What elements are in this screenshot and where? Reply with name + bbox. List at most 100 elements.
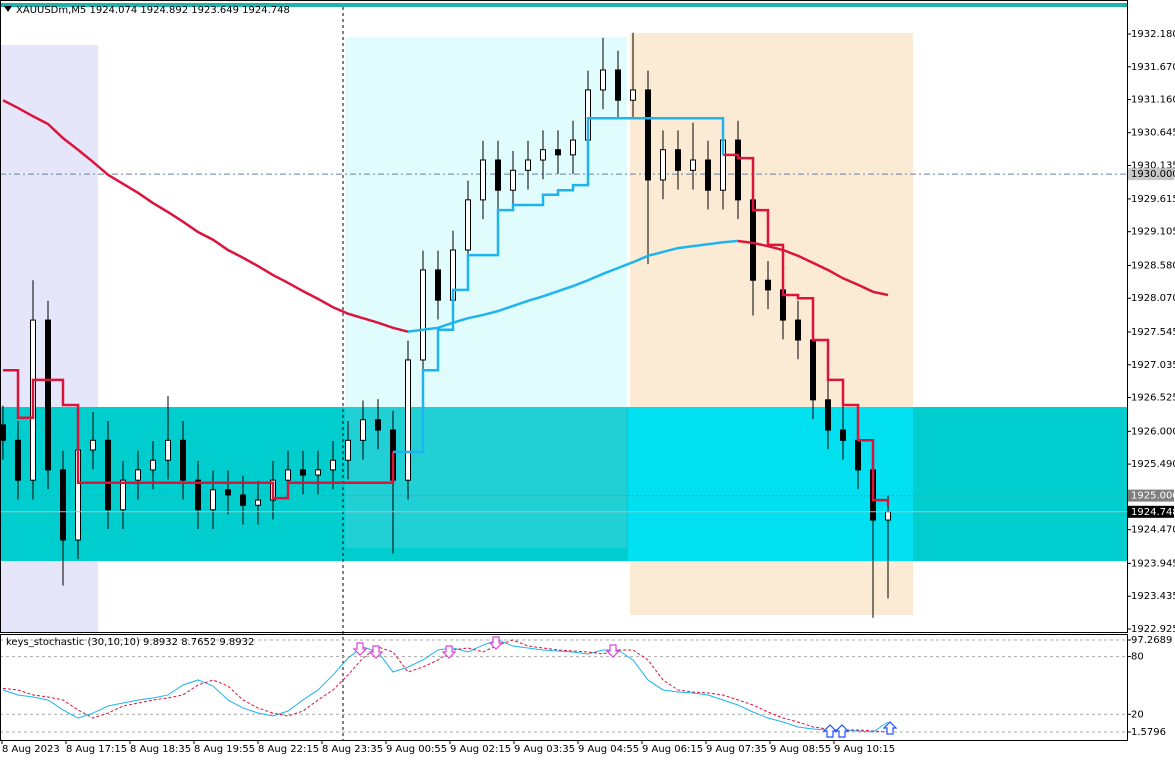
x-tick-label: 8 Aug 17:15 <box>66 744 127 755</box>
candle-body <box>315 469 321 476</box>
sub-frame <box>0 634 1128 741</box>
candle-body <box>255 499 261 506</box>
y-tick-label: 1923.945 <box>1131 558 1175 569</box>
price-tag <box>1128 168 1174 181</box>
x-tick-label: 9 Aug 00:55 <box>386 744 447 755</box>
moving-average <box>2 99 889 333</box>
x-tick-label: 9 Aug 06:15 <box>642 744 703 755</box>
price-tag <box>1128 489 1174 502</box>
candle-body <box>120 479 126 511</box>
zones <box>0 33 1127 632</box>
indicator-header: keys_stochastic (30,10,10) 9.8932 8.7652… <box>6 637 254 648</box>
x-tick-label: 8 Aug 18:35 <box>130 744 191 755</box>
candle-body <box>435 269 441 301</box>
candle-body <box>105 439 111 511</box>
candle-body <box>690 159 696 171</box>
y-tick-label: 1930.645 <box>1131 128 1175 139</box>
x-tick-label: 9 Aug 10:15 <box>834 744 895 755</box>
y-tick-label: 1928.070 <box>1131 293 1175 304</box>
candle-body <box>285 469 291 481</box>
collapse-icon[interactable] <box>4 6 12 12</box>
candle-body <box>600 69 606 91</box>
candle-body <box>495 159 501 191</box>
y-tick-label: 1.5796 <box>1131 727 1166 738</box>
main-panel: 1932.180 1931.670 1931.160 1930.645 1930.135… <box>0 29 1175 755</box>
candle-body <box>750 199 756 281</box>
x-tick-label: 9 Aug 02:15 <box>450 744 511 755</box>
candle-body <box>735 139 741 201</box>
candle-body <box>855 439 861 471</box>
y-tick-label: 1926.525 <box>1131 393 1175 404</box>
y-tick-label: 1927.545 <box>1131 327 1175 338</box>
candle-body <box>405 359 411 481</box>
candle-body <box>195 479 201 511</box>
candle-body <box>705 159 711 191</box>
candle-body <box>885 511 891 521</box>
candle-body <box>810 339 816 401</box>
price-tag-label: 1930.000 <box>1131 169 1175 180</box>
candle-body <box>480 159 486 201</box>
y-tick-label: 1923.435 <box>1131 591 1175 602</box>
candle-body <box>675 149 681 171</box>
x-tick-label: 9 Aug 08:55 <box>770 744 831 755</box>
candle-body <box>300 469 306 476</box>
candle-body <box>570 139 576 156</box>
candle-body <box>645 89 651 181</box>
candle-body <box>660 149 666 181</box>
x-tick-label: 9 Aug 04:55 <box>578 744 639 755</box>
candle-body <box>795 319 801 341</box>
candle-body <box>420 269 426 361</box>
chart-header: XAUUSDm,M5 1924.074 1924.892 1923.649 19… <box>16 5 290 16</box>
trailing-line <box>3 153 890 506</box>
price-tag-label: 1925.000 <box>1131 491 1175 502</box>
y-tick-label: 1931.670 <box>1131 62 1175 73</box>
top-bar <box>0 3 1127 7</box>
trailing-line <box>393 116 725 454</box>
x-tick-label: 9 Aug 03:35 <box>514 744 575 755</box>
y-tick-label: 1924.470 <box>1131 525 1175 536</box>
x-tick-label: 8 Aug 2023 <box>2 744 60 755</box>
candle-body <box>90 439 96 451</box>
candle-body <box>840 429 846 441</box>
x-tick-label: 8 Aug 23:35 <box>322 744 383 755</box>
y-tick-label: 1930.135 <box>1131 160 1175 171</box>
candle-body <box>210 489 216 511</box>
candle-body <box>225 489 231 496</box>
y-tick-label: 1929.615 <box>1131 194 1175 205</box>
candle-body <box>345 439 351 461</box>
candle-body <box>0 424 6 441</box>
x-tick-label: 8 Aug 22:15 <box>258 744 319 755</box>
range-zone-overlap <box>345 407 627 548</box>
y-tick-label: 1932.180 <box>1131 29 1175 40</box>
x-tick-label: 9 Aug 07:35 <box>706 744 767 755</box>
x-tick-label: 8 Aug 19:55 <box>194 744 255 755</box>
y-tick-label: 80 <box>1131 652 1144 663</box>
moving-average <box>407 239 739 333</box>
candle-body <box>180 439 186 481</box>
y-tick-label: 1926.000 <box>1131 426 1175 437</box>
y-tick-label: 97.2689 <box>1131 635 1172 646</box>
y-tick-label: 1925.490 <box>1131 459 1175 470</box>
candle-body <box>15 439 21 481</box>
y-tick-label: 1929.105 <box>1131 227 1175 238</box>
candle-body <box>135 469 141 481</box>
candle-body <box>150 459 156 471</box>
candle-body <box>555 149 561 156</box>
candle-body <box>45 319 51 471</box>
y-tick-label: 1922.925 <box>1131 624 1175 635</box>
candle-body <box>165 439 171 461</box>
candle-body <box>615 69 621 101</box>
candle-body <box>375 419 381 431</box>
y-tick-label: 1928.580 <box>1131 260 1175 271</box>
candle-body <box>630 89 636 101</box>
candle-body <box>360 419 366 441</box>
candle-body <box>465 199 471 251</box>
y-tick-label: 1927.035 <box>1131 360 1175 371</box>
candle-body <box>525 159 531 171</box>
price-tag <box>1128 505 1174 518</box>
range-zone-overlap <box>628 407 913 561</box>
y-tick-label: 1931.160 <box>1131 95 1175 106</box>
candle-body <box>60 469 66 541</box>
candle-body <box>540 149 546 161</box>
